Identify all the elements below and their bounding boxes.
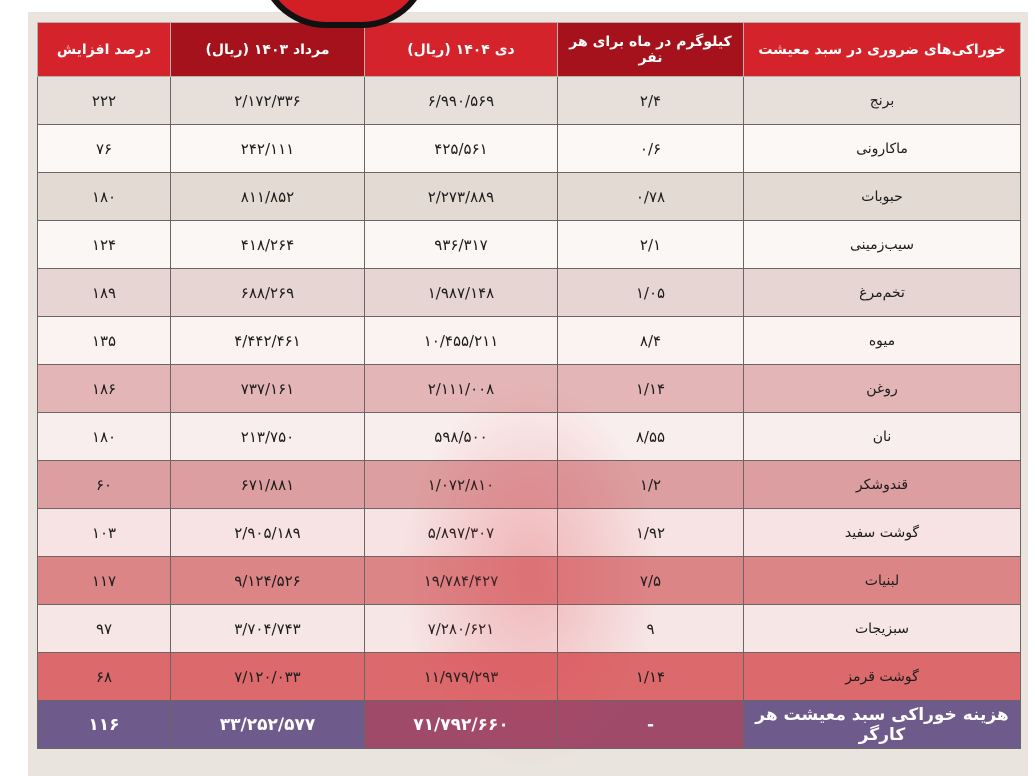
cell-food-item: میوه xyxy=(743,316,1021,365)
cell-percent-increase: ۱۳۵ xyxy=(37,316,171,365)
cell-percent-increase: ۱۸۰ xyxy=(37,172,171,221)
cell-food-item: حبوبات xyxy=(743,172,1021,221)
food-basket-table: خوراکی‌های ضروری در سبد معیشت کیلوگرم در… xyxy=(37,22,1021,749)
total-row: هزینه خوراکی سبد معیشت هر کارگر -۷۱/۷۹۲/۶… xyxy=(37,700,1021,749)
cell-kg-per-person: ۲/۱ xyxy=(557,220,744,269)
cell-dey-1404-price: ۱/۹۸۷/۱۴۸ xyxy=(364,268,558,317)
cell-percent-increase: ۶۰ xyxy=(37,460,171,509)
cell-mordad-1403-price: ۳/۷۰۴/۷۴۳ xyxy=(170,604,365,653)
cell-mordad-1403-price: ۶۸۸/۲۶۹ xyxy=(170,268,365,317)
cell-kg-per-person: ۱/۲ xyxy=(557,460,744,509)
cell-percent-increase: ۱۲۴ xyxy=(37,220,171,269)
cell-mordad-1403-price: ۲/۹۰۵/۱۸۹ xyxy=(170,508,365,557)
cell-percent-increase: ۲۲۲ xyxy=(37,76,171,125)
table-row: سیب‌زمینی ۲/۱ ۹۳۶/۳۱۷ ۴۱۸/۲۶۴ ۱۲۴ xyxy=(37,220,1021,269)
cell-food-item: گوشت سفید xyxy=(743,508,1021,557)
cell-kg-per-person: ۷/۵ xyxy=(557,556,744,605)
cell-kg-per-person: ۰/۶ xyxy=(557,124,744,173)
total-mordad-1403-price: ۳۳/۲۵۲/۵۷۷ xyxy=(170,700,365,749)
cell-food-item: سبزیجات xyxy=(743,604,1021,653)
header-row: خوراکی‌های ضروری در سبد معیشت کیلوگرم در… xyxy=(37,22,1021,77)
cell-dey-1404-price: ۴۲۵/۵۶۱ xyxy=(364,124,558,173)
cell-mordad-1403-price: ۹/۱۲۴/۵۲۶ xyxy=(170,556,365,605)
cell-mordad-1403-price: ۲/۱۷۲/۳۳۶ xyxy=(170,76,365,125)
cell-food-item: ماکارونی xyxy=(743,124,1021,173)
cell-mordad-1403-price: ۷۳۷/۱۶۱ xyxy=(170,364,365,413)
cell-food-item: تخم‌مرغ xyxy=(743,268,1021,317)
cell-kg-per-person: ۱/۰۵ xyxy=(557,268,744,317)
cell-food-item: روغن xyxy=(743,364,1021,413)
cell-dey-1404-price: ۲/۲۷۳/۸۸۹ xyxy=(364,172,558,221)
cell-kg-per-person: ۱/۱۴ xyxy=(557,364,744,413)
cell-food-item: قندوشکر xyxy=(743,460,1021,509)
cell-dey-1404-price: ۱۰/۴۵۵/۲۱۱ xyxy=(364,316,558,365)
cell-dey-1404-price: ۵۹۸/۵۰۰ xyxy=(364,412,558,461)
cell-mordad-1403-price: ۸۱۱/۸۵۲ xyxy=(170,172,365,221)
table-row: ماکارونی ۰/۶ ۴۲۵/۵۶۱ ۲۴۲/۱۱۱ ۷۶ xyxy=(37,124,1021,173)
cell-mordad-1403-price: ۷/۱۲۰/۰۳۳ xyxy=(170,652,365,701)
cell-food-item: گوشت قرمز xyxy=(743,652,1021,701)
cell-percent-increase: ۹۷ xyxy=(37,604,171,653)
header-dey-1404: دی ۱۴۰۴ (ریال) xyxy=(364,22,558,77)
table-row: حبوبات ۰/۷۸ ۲/۲۷۳/۸۸۹ ۸۱۱/۸۵۲ ۱۸۰ xyxy=(37,172,1021,221)
cell-kg-per-person: ۸/۴ xyxy=(557,316,744,365)
cell-percent-increase: ۱۸۰ xyxy=(37,412,171,461)
table-row: روغن ۱/۱۴ ۲/۱۱۱/۰۰۸ ۷۳۷/۱۶۱ ۱۸۶ xyxy=(37,364,1021,413)
header-food-item: خوراکی‌های ضروری در سبد معیشت xyxy=(743,22,1021,77)
cell-percent-increase: ۱۸۶ xyxy=(37,364,171,413)
cell-percent-increase: ۱۱۷ xyxy=(37,556,171,605)
cell-mordad-1403-price: ۴/۴۴۲/۴۶۱ xyxy=(170,316,365,365)
cell-mordad-1403-price: ۲۱۳/۷۵۰ xyxy=(170,412,365,461)
cell-dey-1404-price: ۶/۹۹۰/۵۶۹ xyxy=(364,76,558,125)
table-row: نان ۸/۵۵ ۵۹۸/۵۰۰ ۲۱۳/۷۵۰ ۱۸۰ xyxy=(37,412,1021,461)
cell-dey-1404-price: ۱۱/۹۷۹/۲۹۳ xyxy=(364,652,558,701)
table-row: تخم‌مرغ ۱/۰۵ ۱/۹۸۷/۱۴۸ ۶۸۸/۲۶۹ ۱۸۹ xyxy=(37,268,1021,317)
cell-dey-1404-price: ۱۹/۷۸۴/۴۲۷ xyxy=(364,556,558,605)
cell-dey-1404-price: ۱/۰۷۲/۸۱۰ xyxy=(364,460,558,509)
cell-kg-per-person: ۹ xyxy=(557,604,744,653)
table-row: برنج ۲/۴ ۶/۹۹۰/۵۶۹ ۲/۱۷۲/۳۳۶ ۲۲۲ xyxy=(37,76,1021,125)
cell-kg-per-person: ۰/۷۸ xyxy=(557,172,744,221)
table-row: سبزیجات ۹ ۷/۲۸۰/۶۲۱ ۳/۷۰۴/۷۴۳ ۹۷ xyxy=(37,604,1021,653)
total-percent-increase: ۱۱۶ xyxy=(37,700,171,749)
cell-food-item: برنج xyxy=(743,76,1021,125)
cell-dey-1404-price: ۹۳۶/۳۱۷ xyxy=(364,220,558,269)
cell-food-item: نان xyxy=(743,412,1021,461)
total-dey-1404-price: ۷۱/۷۹۲/۶۶۰ xyxy=(364,700,558,749)
total-kg-per-person: - xyxy=(557,700,744,749)
cell-kg-per-person: ۱/۱۴ xyxy=(557,652,744,701)
table-row: گوشت قرمز ۱/۱۴ ۱۱/۹۷۹/۲۹۳ ۷/۱۲۰/۰۳۳ ۶۸ xyxy=(37,652,1021,701)
header-mordad-1403: مرداد ۱۴۰۳ (ریال) xyxy=(170,22,365,77)
table-row: قندوشکر ۱/۲ ۱/۰۷۲/۸۱۰ ۶۷۱/۸۸۱ ۶۰ xyxy=(37,460,1021,509)
cell-kg-per-person: ۸/۵۵ xyxy=(557,412,744,461)
cell-dey-1404-price: ۲/۱۱۱/۰۰۸ xyxy=(364,364,558,413)
cell-mordad-1403-price: ۶۷۱/۸۸۱ xyxy=(170,460,365,509)
cell-kg-per-person: ۲/۴ xyxy=(557,76,744,125)
cell-dey-1404-price: ۵/۸۹۷/۳۰۷ xyxy=(364,508,558,557)
cell-percent-increase: ۱۰۳ xyxy=(37,508,171,557)
table-row: لبنیات ۷/۵ ۱۹/۷۸۴/۴۲۷ ۹/۱۲۴/۵۲۶ ۱۱۷ xyxy=(37,556,1021,605)
table-row: گوشت سفید ۱/۹۲ ۵/۸۹۷/۳۰۷ ۲/۹۰۵/۱۸۹ ۱۰۳ xyxy=(37,508,1021,557)
cell-percent-increase: ۷۶ xyxy=(37,124,171,173)
table-row: میوه ۸/۴ ۱۰/۴۵۵/۲۱۱ ۴/۴۴۲/۴۶۱ ۱۳۵ xyxy=(37,316,1021,365)
cell-percent-increase: ۱۸۹ xyxy=(37,268,171,317)
cell-mordad-1403-price: ۴۱۸/۲۶۴ xyxy=(170,220,365,269)
cell-food-item: سیب‌زمینی xyxy=(743,220,1021,269)
cell-food-item: لبنیات xyxy=(743,556,1021,605)
cell-kg-per-person: ۱/۹۲ xyxy=(557,508,744,557)
header-kg-per-person: کیلوگرم در ماه برای هر نفر xyxy=(557,22,744,77)
cell-percent-increase: ۶۸ xyxy=(37,652,171,701)
cell-dey-1404-price: ۷/۲۸۰/۶۲۱ xyxy=(364,604,558,653)
cell-mordad-1403-price: ۲۴۲/۱۱۱ xyxy=(170,124,365,173)
header-percent-increase: درصد افزایش xyxy=(37,22,171,77)
total-food-item: هزینه خوراکی سبد معیشت هر کارگر xyxy=(743,700,1021,749)
